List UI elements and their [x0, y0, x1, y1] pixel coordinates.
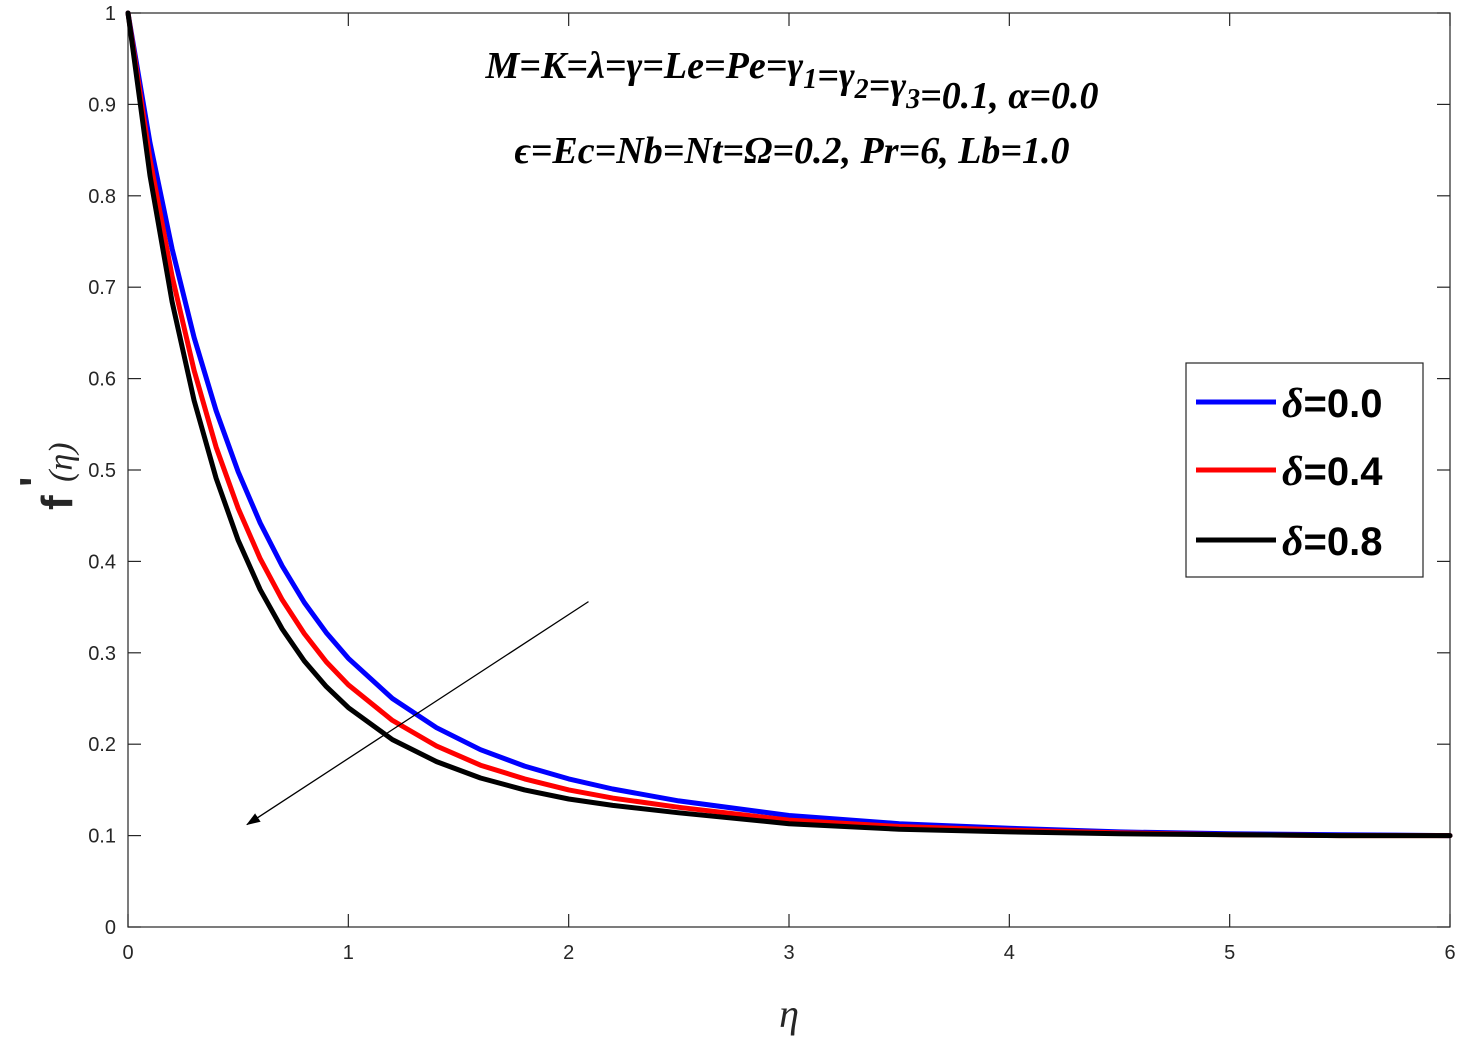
y-axis-title-main: f [33, 495, 82, 510]
x-tick-label: 0 [122, 942, 133, 964]
x-axis-title: η [779, 991, 799, 1036]
series-lines [125, 10, 1453, 839]
y-axis-title: f ' (η) [11, 442, 82, 510]
annotation-line-2: ϵ=Ec=Nb=Nt=Ω=0.2, Pr=6, Lb=1.0 [514, 130, 1069, 172]
y-tick-label: 0 [105, 917, 116, 939]
y-tick-label: 0.1 [88, 826, 116, 848]
x-tick-label: 2 [563, 942, 574, 964]
y-tick-labels: 0 0.1 0.2 0.3 0.4 0.5 0.6 0.7 0.8 0.9 1 [88, 3, 116, 939]
legend-label: δ=0.0 [1282, 381, 1382, 427]
y-tick-label: 0.8 [88, 186, 116, 208]
y-axis-title-arg: (η) [43, 442, 80, 482]
x-tick-label: 4 [1004, 942, 1015, 964]
y-tick-label: 1 [105, 3, 116, 25]
series-line-2 [125, 10, 1453, 839]
x-tick-label: 3 [783, 942, 794, 964]
trend-arrow [246, 601, 589, 826]
y-axis-title-prime: ' [11, 477, 60, 487]
annotation: M=K=λ=γ=Le=Pe=γ1=γ2=γ3=0.1, α=0.0 ϵ=Ec=N… [485, 45, 1099, 172]
y-tick-label: 0.6 [88, 369, 116, 391]
y-tick-label: 0.3 [88, 643, 116, 665]
legend: δ=0.0 δ=0.4 δ=0.8 [1185, 362, 1424, 578]
y-tick-label: 0.5 [88, 460, 116, 482]
y-tick-label: 0.9 [88, 94, 116, 116]
x-tick-labels: 0 1 2 3 4 5 6 [122, 942, 1455, 964]
y-tick-label: 0.7 [88, 277, 116, 299]
y-tick-label: 0.4 [88, 551, 116, 573]
annotation-line-1: M=K=λ=γ=Le=Pe=γ1=γ2=γ3=0.1, α=0.0 [485, 45, 1099, 117]
legend-label: δ=0.8 [1282, 519, 1382, 565]
x-tick-label: 1 [343, 942, 354, 964]
x-tick-label: 6 [1444, 942, 1455, 964]
y-tick-label: 0.2 [88, 734, 116, 756]
legend-label: δ=0.4 [1282, 449, 1383, 495]
x-tick-label: 5 [1224, 942, 1235, 964]
